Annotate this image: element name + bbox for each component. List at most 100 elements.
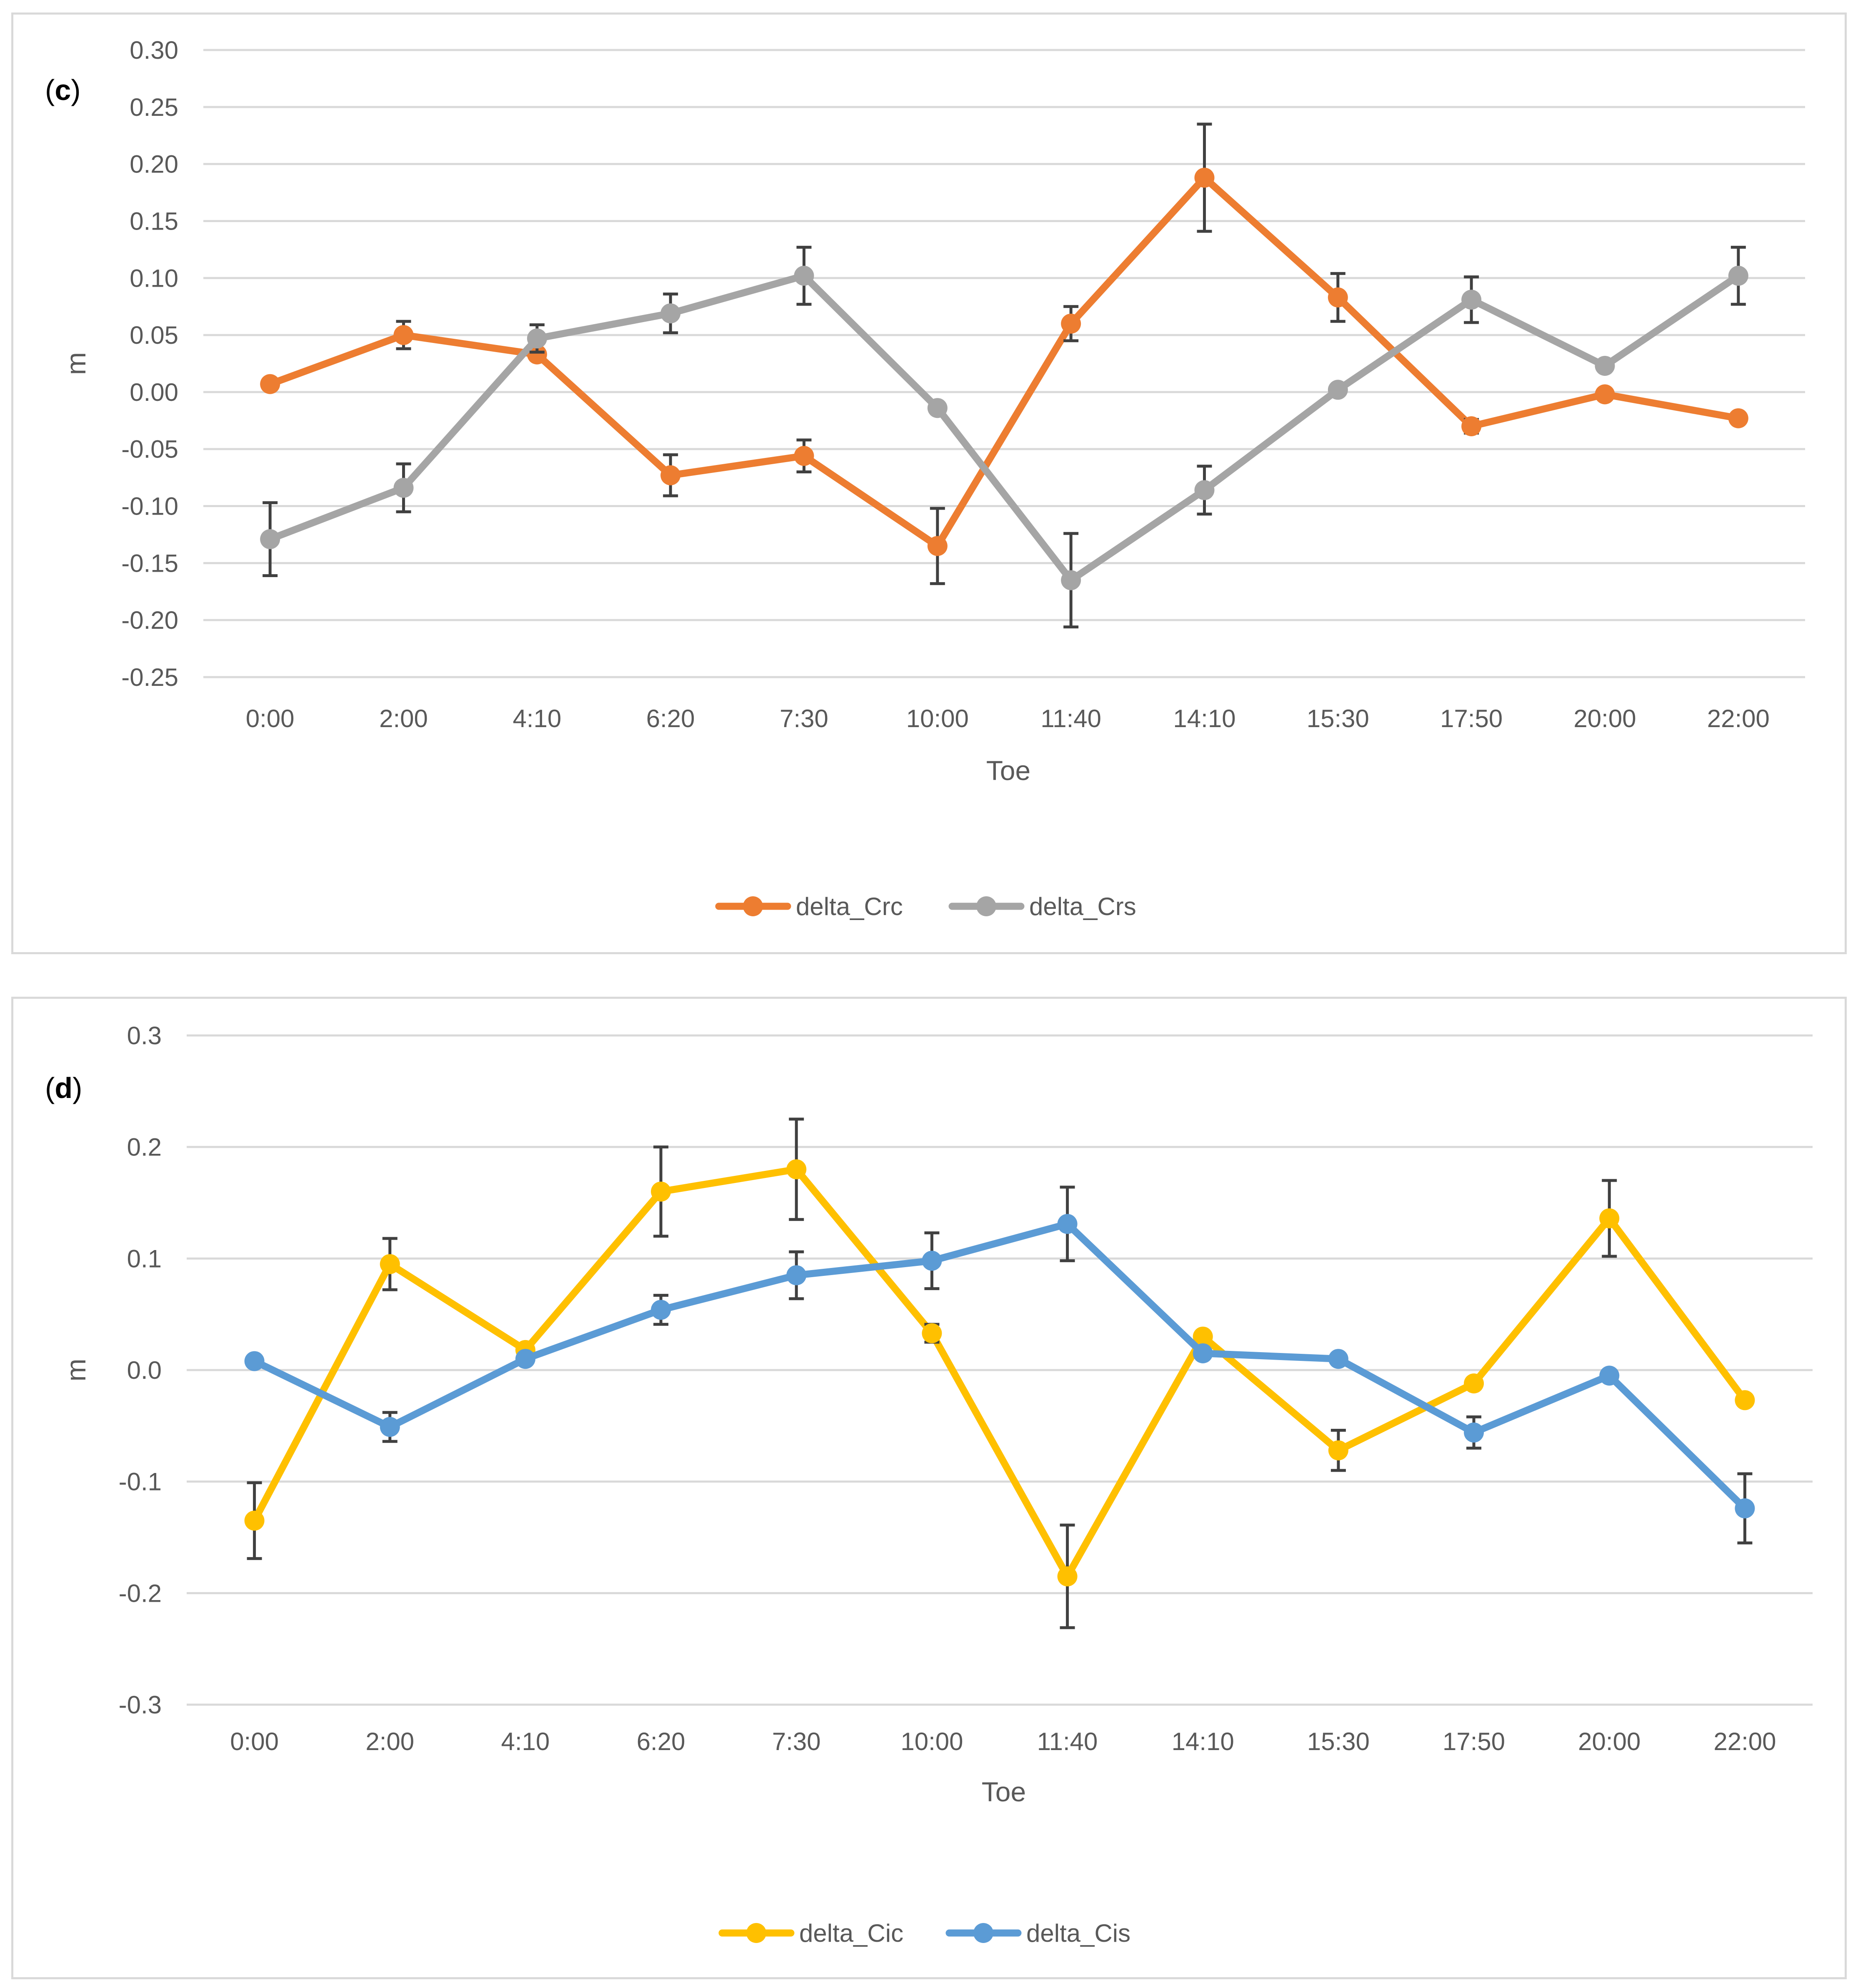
data-point-delta_Cis bbox=[380, 1417, 400, 1437]
data-point-delta_Cic bbox=[380, 1254, 400, 1274]
y-tick-label: -0.15 bbox=[121, 549, 178, 577]
panel-label-letter: d bbox=[55, 1072, 73, 1104]
y-tick-label: -0.2 bbox=[119, 1579, 162, 1607]
data-point-delta_Cis bbox=[786, 1265, 807, 1285]
y-tick-label: 0.25 bbox=[130, 93, 178, 121]
panel-label-paren: ) bbox=[73, 1072, 82, 1104]
data-point-delta_Crs bbox=[393, 478, 414, 498]
y-tick-label: 0.15 bbox=[130, 207, 178, 235]
y-tick-label: -0.25 bbox=[121, 663, 178, 691]
data-point-delta_Crs bbox=[1328, 380, 1348, 400]
data-point-delta_Crs bbox=[927, 398, 948, 418]
data-point-delta_Crs bbox=[1728, 265, 1748, 286]
legend-label: delta_Cis bbox=[1026, 1919, 1130, 1947]
x-tick-label: 15:30 bbox=[1307, 705, 1369, 733]
data-point-delta_Crs bbox=[527, 328, 547, 349]
x-tick-label: 20:00 bbox=[1573, 705, 1636, 733]
y-tick-label: 0.00 bbox=[130, 378, 178, 406]
x-tick-label: 20:00 bbox=[1578, 1728, 1640, 1755]
y-axis-title: m bbox=[60, 352, 91, 375]
y-tick-label: 0.30 bbox=[130, 36, 178, 64]
legend-marker bbox=[746, 1923, 766, 1943]
panel-label: (d) bbox=[45, 1072, 82, 1104]
legend-label: delta_Cic bbox=[799, 1919, 903, 1947]
data-point-delta_Crs bbox=[794, 265, 814, 286]
data-point-delta_Crc bbox=[1595, 384, 1615, 405]
data-point-delta_Cic bbox=[786, 1159, 807, 1180]
data-point-delta_Cis bbox=[922, 1250, 942, 1271]
x-axis-title: Toe bbox=[986, 755, 1030, 786]
y-tick-label: -0.20 bbox=[121, 606, 178, 634]
x-tick-label: 22:00 bbox=[1707, 705, 1770, 733]
data-point-delta_Cis bbox=[515, 1349, 535, 1369]
x-tick-label: 10:00 bbox=[906, 705, 969, 733]
y-tick-label: 0.0 bbox=[127, 1356, 162, 1384]
y-tick-label: 0.10 bbox=[130, 264, 178, 292]
series-line-delta_Crc bbox=[266, 174, 1742, 550]
series-line-delta_Cis bbox=[251, 1220, 1748, 1512]
legend-label: delta_Crs bbox=[1029, 893, 1136, 920]
y-tick-label: 0.05 bbox=[130, 321, 178, 349]
legend-marker bbox=[743, 896, 763, 916]
chart-panel-d: 0.3 0.2 0.1 0.0 -0.1 -0.2 -0.3 0:00 2:00 4:10 6:20… bbox=[11, 997, 1847, 1979]
chart-d-svg: 0.3 0.2 0.1 0.0 -0.1 -0.2 -0.3 0:00 2:00 4:10 6:20… bbox=[45, 1022, 1813, 1947]
x-tick-label: 7:30 bbox=[772, 1728, 821, 1755]
data-point-delta_Cic bbox=[1193, 1326, 1213, 1347]
chart-panel-c: 0.30 0.25 0.20 0.15 0.10 0.05 0.00 -0.05 -0.10 -0… bbox=[11, 13, 1847, 954]
panel-label-paren: ( bbox=[45, 1072, 55, 1104]
x-tick-label: 0:00 bbox=[230, 1728, 279, 1755]
data-point-delta_Crs bbox=[1595, 355, 1615, 376]
data-point-delta_Crc bbox=[927, 536, 948, 556]
y-axis-title: m bbox=[60, 1359, 91, 1382]
x-tick-label: 4:10 bbox=[513, 705, 561, 733]
data-point-delta_Crs bbox=[260, 529, 280, 549]
x-tick-label: 17:50 bbox=[1440, 705, 1503, 733]
x-tick-label: 0:00 bbox=[246, 705, 295, 733]
data-point-delta_Crc bbox=[527, 344, 547, 365]
data-point-delta_Crc bbox=[1461, 416, 1482, 436]
x-tick-label: 15:30 bbox=[1307, 1728, 1370, 1755]
y-tick-label: 0.20 bbox=[130, 150, 178, 178]
chart-c-svg: 0.30 0.25 0.20 0.15 0.10 0.05 0.00 -0.05 -0.10 -0… bbox=[45, 36, 1805, 920]
data-point-delta_Cis bbox=[244, 1351, 265, 1371]
x-axis-title: Toe bbox=[982, 1776, 1026, 1807]
x-tick-label: 14:10 bbox=[1172, 1728, 1234, 1755]
panel-label-letter: c bbox=[55, 74, 71, 106]
y-tick-label: -0.3 bbox=[119, 1691, 162, 1719]
data-point-delta_Crc bbox=[794, 446, 814, 466]
data-point-delta_Crc bbox=[660, 465, 681, 485]
x-tick-label: 6:20 bbox=[646, 705, 695, 733]
data-point-delta_Crs bbox=[1461, 290, 1482, 310]
data-point-delta_Cic bbox=[1328, 1440, 1348, 1460]
data-point-delta_Crc bbox=[260, 374, 280, 394]
data-point-delta_Cic bbox=[1057, 1566, 1078, 1587]
data-point-delta_Crc bbox=[1328, 287, 1348, 308]
data-point-delta_Cis bbox=[1464, 1422, 1484, 1443]
y-tick-label: 0.1 bbox=[127, 1245, 162, 1273]
legend-marker bbox=[973, 1923, 993, 1943]
data-point-delta_Cis bbox=[1057, 1214, 1078, 1234]
x-tick-label: 17:50 bbox=[1443, 1728, 1505, 1755]
x-tick-label: 6:20 bbox=[637, 1728, 685, 1755]
panel-label-paren: ) bbox=[71, 74, 80, 106]
data-point-delta_Cic bbox=[922, 1323, 942, 1343]
x-tick-label: 22:00 bbox=[1713, 1728, 1776, 1755]
y-tick-label: -0.10 bbox=[121, 493, 178, 520]
series-line-delta_Crs bbox=[266, 272, 1742, 584]
y-tick-label: -0.1 bbox=[119, 1468, 162, 1496]
x-tick-label: 10:00 bbox=[900, 1728, 963, 1755]
y-tick-label: 0.3 bbox=[127, 1022, 162, 1050]
data-point-delta_Crs bbox=[660, 303, 681, 324]
data-point-delta_Crc bbox=[1194, 168, 1215, 188]
data-point-delta_Crs bbox=[1194, 480, 1215, 500]
x-tick-label: 14:10 bbox=[1173, 705, 1235, 733]
data-point-delta_Cis bbox=[1599, 1365, 1620, 1386]
x-tick-label: 2:00 bbox=[365, 1728, 414, 1755]
x-tick-label: 11:40 bbox=[1040, 705, 1101, 733]
data-point-delta_Crc bbox=[1728, 408, 1748, 428]
panel-label-paren: ( bbox=[45, 74, 55, 106]
data-point-delta_Cis bbox=[1735, 1498, 1755, 1518]
data-point-delta_Cic bbox=[1464, 1373, 1484, 1394]
data-point-delta_Cic bbox=[1599, 1208, 1620, 1228]
x-tick-label: 11:40 bbox=[1037, 1728, 1098, 1755]
